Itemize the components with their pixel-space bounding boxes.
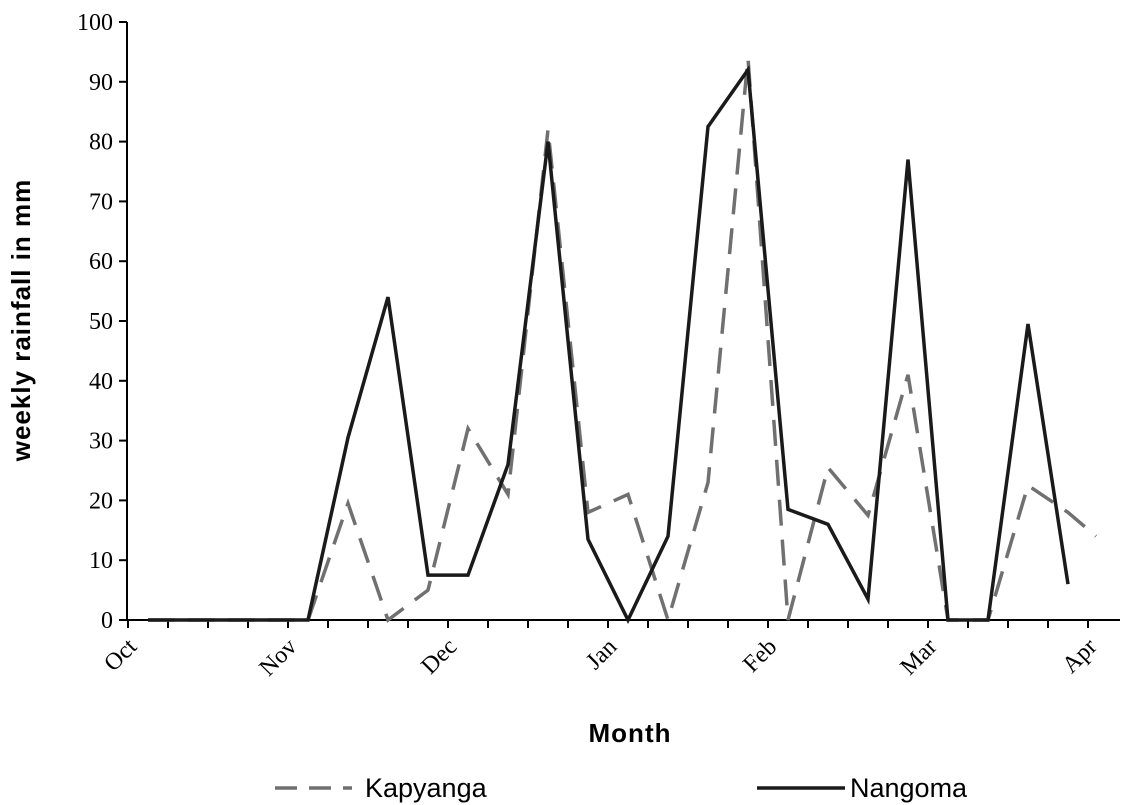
legend: Kapyanga Nangoma	[275, 773, 968, 803]
y-tick-label: 0	[101, 608, 113, 634]
y-tick-label: 90	[89, 70, 113, 96]
legend-label-nangoma: Nangoma	[850, 773, 968, 803]
x-tick-label-nov: Nov	[255, 634, 303, 682]
axes	[119, 21, 1120, 628]
x-tick-label-jan: Jan	[581, 634, 622, 675]
x-tick-label-feb: Feb	[738, 634, 782, 678]
y-tick-label: 50	[89, 309, 113, 335]
x-tick-label-dec: Dec	[417, 634, 463, 680]
y-tick-label: 20	[89, 488, 113, 514]
x-tick-label-mar: Mar	[896, 634, 943, 681]
y-tick-label: 40	[89, 369, 113, 395]
x-tick-label-apr: Apr	[1057, 634, 1102, 679]
series-line-kapyanga	[148, 57, 1098, 627]
y-tick-label: 70	[89, 189, 113, 215]
y-tick-label: 10	[89, 548, 113, 574]
y-axis-title: weekly rainfall in mm	[6, 179, 36, 463]
series-lines	[148, 57, 1098, 627]
y-tick-label: 80	[89, 130, 113, 156]
y-tick-label: 100	[77, 10, 113, 36]
legend-label-kapyanga: Kapyanga	[365, 773, 488, 803]
x-tick-label-oct: Oct	[99, 634, 142, 677]
y-tick-label: 30	[89, 429, 113, 455]
x-axis-title: Month	[589, 718, 672, 748]
series-line-nangoma	[148, 64, 1070, 624]
x-tick-labels: Oct Nov Dec Jan Feb Mar Apr	[99, 634, 1102, 682]
y-tick-label: 60	[89, 249, 113, 275]
y-tick-labels: 0 10 20 30 40 50 60 70 80 90 100	[77, 10, 113, 634]
